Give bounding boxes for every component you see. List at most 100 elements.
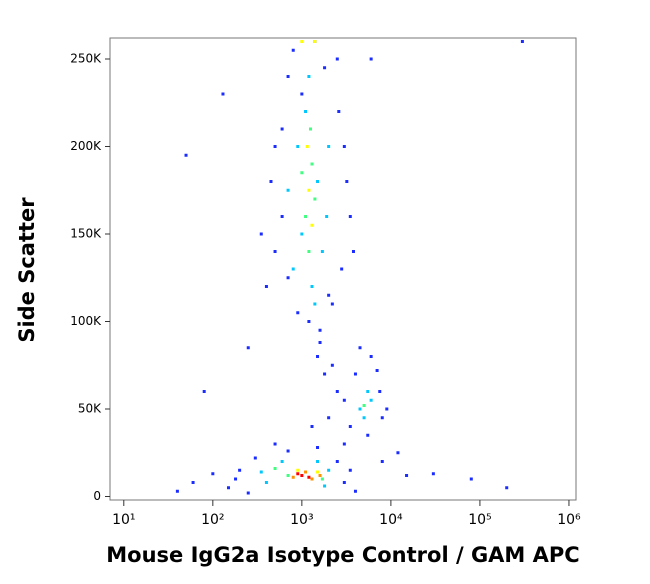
point: [318, 341, 322, 344]
y-tick-label: 200K: [70, 139, 102, 153]
x-tick-label: 10¹: [112, 512, 135, 528]
point: [286, 474, 290, 477]
point: [238, 468, 242, 472]
point: [307, 250, 311, 253]
point: [353, 489, 357, 493]
point: [307, 475, 311, 479]
point: [273, 442, 277, 446]
point: [253, 456, 257, 460]
point: [211, 472, 215, 476]
point: [318, 328, 322, 332]
point: [269, 180, 273, 183]
point: [351, 250, 355, 253]
point: [337, 110, 341, 113]
point: [310, 223, 314, 227]
point: [316, 180, 320, 183]
point: [323, 372, 327, 376]
point: [246, 491, 250, 495]
point: [184, 153, 188, 157]
y-tick-label: 150K: [70, 227, 102, 241]
point: [296, 468, 300, 472]
point: [348, 468, 352, 472]
point: [264, 481, 268, 484]
point: [342, 442, 346, 446]
point: [348, 425, 352, 428]
point: [280, 460, 284, 463]
point: [286, 188, 290, 192]
point: [505, 486, 509, 490]
point: [310, 477, 314, 481]
point: [310, 162, 314, 166]
point: [313, 40, 317, 43]
point: [362, 416, 366, 420]
point: [342, 481, 346, 484]
point: [307, 75, 311, 78]
point: [313, 197, 317, 201]
point: [280, 215, 284, 218]
x-tick-label: 10⁴: [379, 512, 403, 528]
y-tick-label: 250K: [70, 52, 102, 66]
point: [348, 215, 352, 218]
point: [191, 481, 195, 484]
point: [316, 355, 320, 358]
point: [264, 285, 268, 288]
point: [304, 110, 308, 113]
point: [325, 215, 329, 218]
point: [296, 145, 300, 148]
y-tick-label: 0: [93, 489, 101, 503]
point: [431, 472, 435, 476]
point: [366, 390, 370, 393]
point: [307, 188, 311, 192]
point: [175, 489, 179, 493]
point: [234, 477, 238, 481]
point: [273, 250, 277, 253]
point: [335, 57, 339, 61]
point: [366, 433, 370, 437]
point: [369, 398, 373, 402]
point: [313, 302, 317, 306]
point: [353, 372, 357, 376]
point: [327, 145, 331, 148]
point: [310, 285, 314, 288]
point: [369, 355, 373, 358]
point: [358, 346, 362, 350]
point: [310, 425, 314, 428]
point: [305, 145, 309, 148]
point: [300, 474, 304, 477]
point: [286, 276, 290, 280]
point: [520, 40, 524, 43]
x-tick-label: 10³: [290, 512, 313, 528]
point: [286, 449, 290, 453]
point: [307, 320, 311, 323]
x-axis-title: Mouse IgG2a Isotype Control / GAM APC: [106, 543, 579, 567]
point: [396, 451, 400, 455]
point: [385, 407, 389, 411]
point: [316, 446, 320, 449]
x-tick-label: 10²: [201, 512, 224, 528]
point: [259, 470, 263, 474]
point: [273, 145, 277, 148]
point: [308, 127, 312, 131]
point: [340, 267, 344, 271]
point: [375, 369, 379, 372]
point: [362, 404, 366, 407]
point: [202, 390, 206, 393]
point: [330, 302, 334, 306]
point: [335, 390, 339, 393]
point: [286, 75, 290, 78]
point: [304, 215, 308, 218]
point: [320, 477, 324, 481]
point: [327, 293, 331, 297]
point: [323, 66, 327, 70]
point: [227, 486, 231, 490]
point: [358, 407, 362, 411]
point: [300, 40, 304, 43]
point: [246, 346, 250, 350]
point: [345, 180, 349, 183]
point: [291, 48, 295, 52]
point: [221, 92, 225, 96]
point: [300, 171, 304, 175]
point: [300, 232, 304, 236]
point: [296, 311, 300, 315]
